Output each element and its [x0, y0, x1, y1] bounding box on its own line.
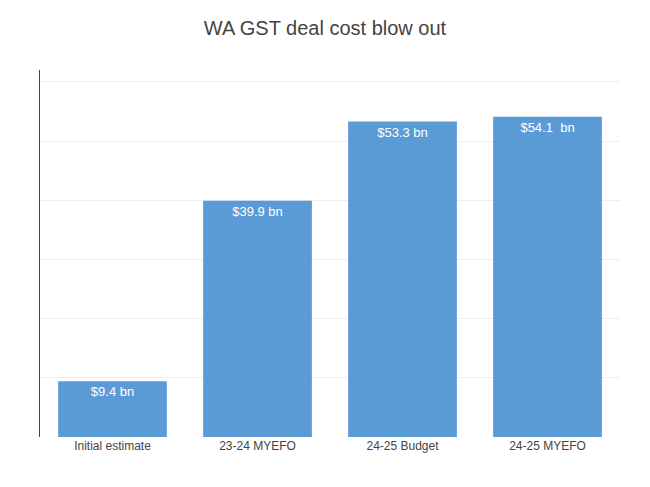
svg-text:$53.3 bn: $53.3 bn: [377, 125, 428, 140]
svg-text:$54.1 bn: $54.1 bn: [520, 120, 574, 135]
svg-text:$39.9 bn: $39.9 bn: [232, 204, 283, 219]
svg-text:WA GST deal cost blow out: WA GST deal cost blow out: [204, 17, 447, 39]
svg-text:24-25 Budget: 24-25 Budget: [366, 439, 439, 453]
svg-text:23-24 MYEFO: 23-24 MYEFO: [219, 439, 296, 453]
svg-text:$9.4 bn: $9.4 bn: [91, 384, 134, 399]
svg-text:Initial estimate: Initial estimate: [74, 439, 151, 453]
svg-text:24-25 MYEFO: 24-25 MYEFO: [509, 439, 586, 453]
